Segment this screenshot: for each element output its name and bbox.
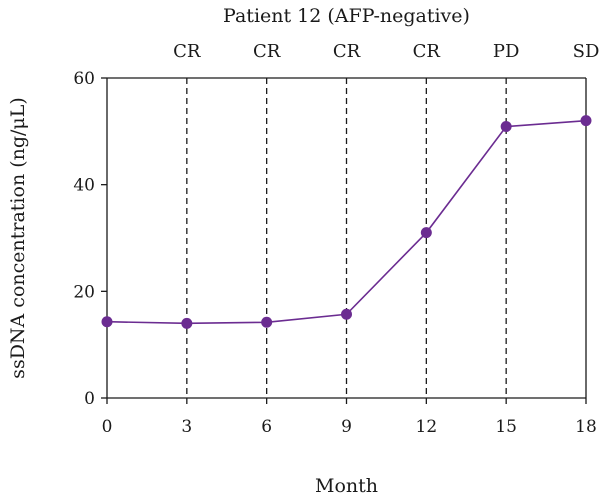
x-tick-label: 6	[261, 417, 272, 437]
data-point	[420, 227, 432, 239]
x-tick-label: 3	[181, 417, 192, 437]
x-tick-label: 0	[102, 417, 113, 437]
x-tick-label: 18	[575, 417, 597, 437]
status-label: CR	[413, 41, 441, 62]
data-point	[101, 316, 113, 328]
status-label: CR	[333, 41, 361, 62]
y-tick-label: 40	[73, 176, 95, 196]
status-label: CR	[253, 41, 281, 62]
chart-title: Patient 12 (AFP-negative)	[223, 5, 470, 27]
data-point	[341, 308, 352, 320]
status-label: CR	[173, 41, 201, 62]
y-tick-label: 60	[73, 69, 95, 89]
data-point	[261, 316, 273, 328]
y-tick-label: 0	[84, 389, 95, 409]
data-point	[500, 121, 512, 133]
x-tick-label: 9	[341, 417, 352, 437]
y-tick-label: 20	[73, 282, 95, 302]
x-tick-label: 15	[495, 417, 517, 437]
status-label: SD	[573, 41, 600, 62]
data-point	[181, 317, 193, 329]
x-tick-label: 12	[416, 417, 438, 437]
status-label: PD	[493, 41, 520, 62]
y-axis-label: ssDNA concentration (ng/μL)	[7, 97, 29, 379]
data-point	[580, 115, 592, 127]
x-axis-label: Month	[315, 475, 378, 497]
